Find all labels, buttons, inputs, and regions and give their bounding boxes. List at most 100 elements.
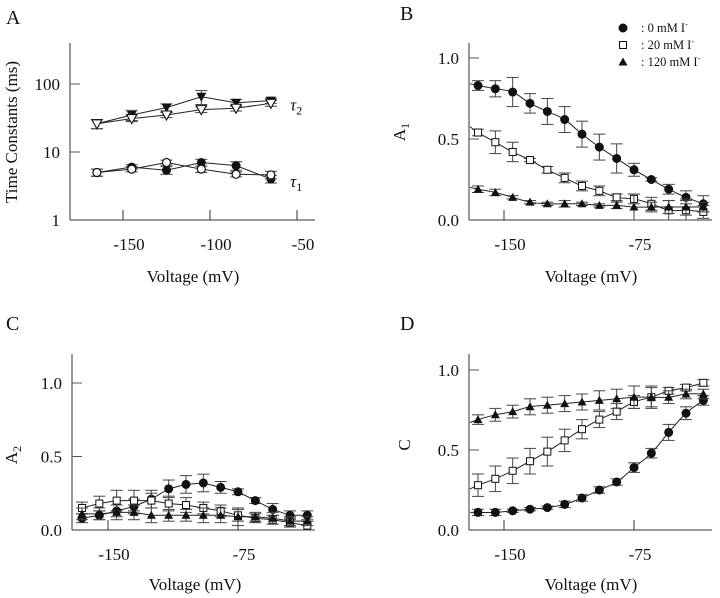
data-point — [473, 81, 483, 91]
data-point — [161, 103, 172, 113]
data-point — [264, 98, 277, 110]
data-point — [629, 463, 639, 473]
data-point — [490, 84, 500, 94]
data-point — [216, 482, 226, 492]
data-point — [182, 501, 190, 510]
series-line — [96, 102, 271, 125]
data-point — [302, 516, 312, 525]
legend-entry: : 0 mM I- — [618, 20, 688, 35]
y-tick-label: 0.0 — [438, 211, 459, 230]
panel-letter: A — [6, 7, 21, 29]
data-point — [646, 175, 656, 184]
x-tick-label: -50 — [292, 235, 315, 254]
data-point — [664, 427, 674, 437]
data-point — [664, 392, 674, 401]
y-tick-label: 0.5 — [41, 448, 62, 467]
data-point — [664, 184, 674, 194]
data-point — [195, 105, 208, 116]
annotation-tau1: τ1 — [290, 172, 302, 194]
data-point — [112, 507, 122, 516]
data-point — [250, 496, 260, 506]
y-axis-label: C — [395, 439, 414, 450]
data-point — [542, 106, 552, 116]
data-point — [112, 496, 121, 505]
data-point — [560, 199, 570, 208]
data-point — [542, 503, 552, 513]
data-point — [612, 193, 621, 202]
y-tick-label: 100 — [35, 75, 61, 94]
y-tick-label: 1.0 — [438, 49, 459, 68]
data-point — [181, 479, 191, 489]
data-point — [525, 197, 535, 206]
series-0-mm-i- — [470, 395, 710, 517]
x-tick-label: -75 — [629, 235, 652, 254]
y-tick-label: 1.0 — [41, 374, 62, 393]
data-point — [508, 407, 518, 416]
data-point — [543, 165, 552, 174]
data-point — [473, 184, 483, 193]
panel-letter: B — [400, 3, 413, 25]
data-point — [664, 202, 674, 211]
panel-B: B 0.0 0.5 1.0 -150 -75 Voltage (mV) A1: 0 mM I-… — [390, 3, 712, 286]
data-point — [594, 485, 604, 495]
legend-marker — [619, 41, 627, 49]
data-point — [681, 389, 691, 398]
data-point — [90, 119, 103, 130]
data-point — [508, 466, 517, 475]
y-tick-label: 0.5 — [438, 441, 459, 460]
panel-D: D 0.0 0.5 1.0 -150 -75 Voltage (mV) C — [395, 313, 712, 594]
x-tick-label: -100 — [200, 235, 231, 254]
data-point — [164, 484, 174, 494]
x-tick-label: -75 — [629, 545, 652, 564]
data-point — [508, 147, 517, 156]
data-point — [594, 200, 604, 209]
x-axis-label: Voltage (mV) — [147, 267, 240, 286]
data-point — [474, 128, 482, 137]
data-point — [164, 499, 173, 508]
x-tick-label: -150 — [494, 545, 525, 564]
y-axis-label: Time Constants (ms) — [2, 61, 21, 203]
panel-letter: C — [6, 313, 19, 335]
data-point — [629, 392, 639, 401]
data-point — [233, 487, 243, 497]
y-tick-label: 0.0 — [41, 521, 62, 540]
data-point — [268, 513, 278, 522]
data-point — [595, 186, 604, 195]
legend: : 0 mM I-: 20 mM I-: 120 mM I- — [618, 20, 701, 69]
x-tick-label: -75 — [233, 545, 256, 564]
data-point — [577, 129, 587, 139]
data-point — [473, 415, 483, 424]
data-point — [577, 397, 587, 406]
series-line — [96, 162, 271, 176]
data-point — [698, 202, 708, 211]
data-point — [181, 510, 191, 519]
data-point — [595, 415, 604, 424]
data-point — [231, 161, 241, 171]
data-point — [629, 165, 639, 175]
data-point — [646, 202, 656, 211]
annotation-tau2: τ2 — [290, 96, 302, 118]
x-axis-label: Voltage (mV) — [149, 575, 242, 594]
data-point — [578, 425, 586, 434]
data-point — [594, 142, 604, 152]
data-point — [147, 496, 156, 505]
data-point — [161, 157, 172, 168]
data-point — [491, 138, 500, 147]
series-line — [96, 96, 271, 125]
series--2-open — [90, 98, 277, 130]
series-line — [82, 511, 308, 522]
data-point — [698, 389, 708, 398]
data-point — [77, 509, 87, 518]
x-tick-label: -150 — [494, 235, 525, 254]
legend-label: : 0 mM I- — [641, 20, 688, 35]
data-point — [231, 169, 241, 179]
data-point — [285, 516, 295, 525]
legend-label: : 120 mM I- — [641, 54, 701, 69]
data-point — [543, 447, 552, 456]
series--2-filled — [90, 90, 277, 130]
fit-curve — [470, 399, 704, 514]
data-point — [216, 510, 226, 519]
panel-C: C 0.0 0.5 1.0 -150 -75 Voltage (mV) A2 — [2, 313, 315, 594]
data-point — [130, 496, 138, 505]
data-point — [196, 92, 207, 102]
